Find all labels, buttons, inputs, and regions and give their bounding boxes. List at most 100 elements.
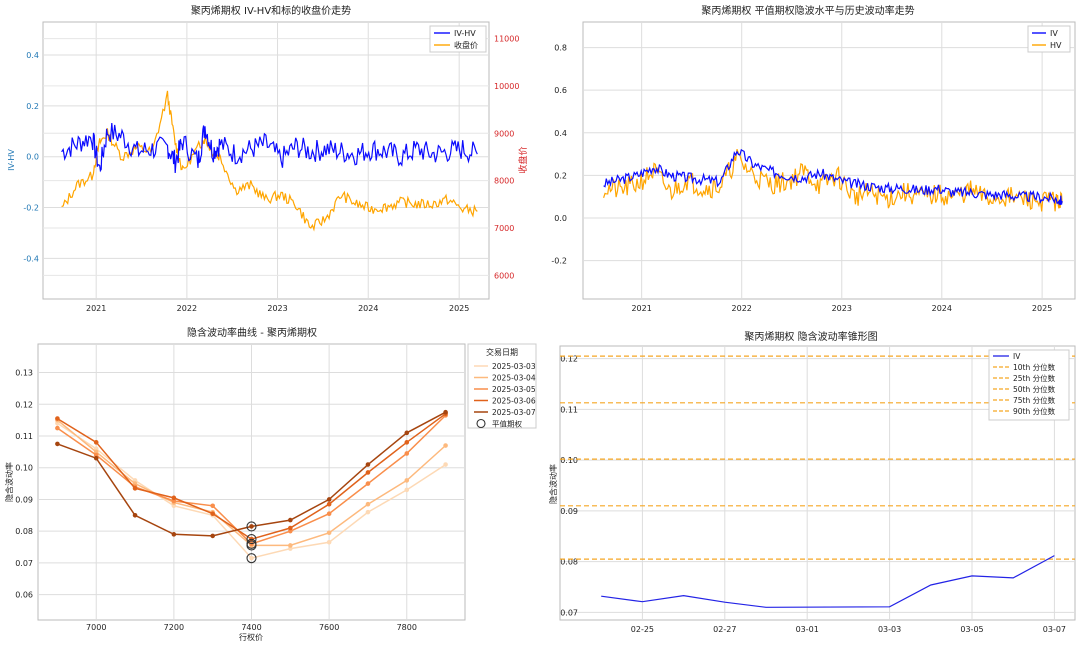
smile-point <box>365 470 371 475</box>
chart3-title: 隐含波动率曲线 - 聚丙烯期权 <box>187 326 317 339</box>
series-iv-hv <box>61 123 478 174</box>
chart4-xtick: 02-27 <box>713 625 736 634</box>
atm-marker <box>246 538 257 549</box>
atm-marker <box>246 553 257 564</box>
chart3-legend: 交易日期 2025-03-03 2025-03-04 2025-03-05 2025-… <box>467 343 537 429</box>
chart1-ytick: -0.4 <box>23 254 39 263</box>
smile-point <box>443 462 448 467</box>
legend-title: 交易日期 <box>486 347 518 357</box>
chart4-ytick: 0.09 <box>560 507 578 516</box>
atm-marker <box>246 521 257 532</box>
chart3-ytick: 0.13 <box>15 369 33 378</box>
chart1-y2tick: 11000 <box>494 35 519 44</box>
smile-point <box>93 452 99 458</box>
series-iv-cone <box>601 555 1055 608</box>
chart1-xtick: 2025 <box>449 304 469 313</box>
atm-marker <box>246 534 257 545</box>
smile-point <box>55 441 60 447</box>
series-hv <box>603 149 1063 212</box>
smile-point <box>288 517 293 523</box>
chart4-ytick: 0.12 <box>560 355 578 364</box>
chart1-y2tick: 10000 <box>494 82 519 91</box>
chart4-xtick: 03-05 <box>960 625 983 634</box>
smile-point <box>55 416 60 421</box>
legend-item: 10th 分位数 <box>1013 362 1056 372</box>
smile-point <box>404 451 410 456</box>
iv-hv-chart: 聚丙烯期权 平值期权隐波水平与历史波动率走势 2021 2022 2023 2024 2… <box>551 4 1076 313</box>
chart3-xtick: 7200 <box>164 623 184 632</box>
legend-item: 25th 分位数 <box>1013 373 1056 383</box>
smile-point <box>171 532 177 537</box>
chart2-ytick: 0.8 <box>554 44 567 53</box>
chart3-xtick: 7800 <box>397 623 417 632</box>
smile-point <box>404 430 410 436</box>
smile-point <box>93 449 99 455</box>
chart3-ytick: 0.11 <box>15 432 33 441</box>
chart1-y2tick: 6000 <box>494 271 514 280</box>
chart3-xtick: 7400 <box>241 623 261 632</box>
chart4-ytick: 0.07 <box>560 608 578 617</box>
legend-date: 2025-03-06 <box>492 397 536 406</box>
chart4-ytick: 0.08 <box>560 558 578 567</box>
smile-point <box>365 509 371 515</box>
chart2-title: 聚丙烯期权 平值期权隐波水平与历史波动率走势 <box>701 4 914 17</box>
smile-point <box>404 440 410 445</box>
chart1-xtick: 2024 <box>358 304 378 313</box>
chart1-y2tick: 7000 <box>494 224 514 233</box>
legend-item: 50th 分位数 <box>1013 384 1056 394</box>
smile-point <box>326 501 332 507</box>
chart1-y2label: 收盘价 <box>517 146 529 173</box>
chart1-xtick: 2021 <box>86 304 106 313</box>
smile-point <box>249 555 254 561</box>
chart1-xtick: 2023 <box>267 304 287 313</box>
legend-date: 2025-03-04 <box>492 374 536 383</box>
smile-point <box>365 481 371 486</box>
smile-point <box>443 443 448 448</box>
legend-atm: 平值期权 <box>492 419 522 429</box>
legend-close: 收盘价 <box>454 40 478 50</box>
chart4-frame <box>559 345 1076 621</box>
chart1-y2tick: 9000 <box>494 129 514 138</box>
smile-point <box>288 525 293 531</box>
iv-smile-chart: 隐含波动率曲线 - 聚丙烯期权 7000 7200 7400 7600 7800 0.06… <box>4 326 537 642</box>
series-iv <box>603 148 1063 206</box>
chart1-frame <box>42 21 490 300</box>
chart3-ytick: 0.12 <box>15 400 33 409</box>
chart4-xtick: 03-03 <box>878 625 901 634</box>
smile-point <box>288 543 293 548</box>
smile-point <box>249 524 254 529</box>
chart2-xtick: 2022 <box>732 304 752 313</box>
legend-date: 2025-03-05 <box>492 385 536 394</box>
chart3-xtick: 7600 <box>319 623 339 632</box>
chart1-ylabel: IV-HV <box>7 149 16 171</box>
legend-item: IV <box>1013 352 1021 361</box>
smile-point <box>132 486 138 491</box>
legend-iv-hv: IV-HV <box>454 29 476 38</box>
chart2-ytick: -0.2 <box>551 257 567 266</box>
smile-point <box>93 440 99 445</box>
chart4-xtick: 03-01 <box>796 625 819 634</box>
legend-iv: IV <box>1050 29 1058 38</box>
smile-point <box>171 495 177 501</box>
chart2-xtick: 2021 <box>631 304 651 313</box>
chart4-ytick: 0.10 <box>560 456 578 465</box>
legend-item: 90th 分位数 <box>1013 406 1056 416</box>
smile-point <box>171 503 177 509</box>
chart4-xtick: 02-25 <box>631 625 654 634</box>
smile-point <box>93 455 99 461</box>
chart3-ytick: 0.09 <box>15 495 33 504</box>
series-close-price <box>61 90 478 232</box>
chart1-ytick: 0.4 <box>26 51 39 60</box>
chart1-ytick: -0.2 <box>23 204 39 213</box>
legend-date: 2025-03-03 <box>492 362 536 371</box>
chart3-ytick: 0.06 <box>15 591 33 600</box>
smile-point <box>326 497 332 502</box>
smile-point <box>132 513 138 518</box>
smile-point <box>55 421 60 426</box>
smile-point <box>171 498 177 504</box>
smile-point <box>288 546 293 551</box>
chart3-ytick: 0.10 <box>15 464 33 473</box>
smile-point <box>93 446 99 451</box>
chart2-frame <box>582 21 1076 300</box>
